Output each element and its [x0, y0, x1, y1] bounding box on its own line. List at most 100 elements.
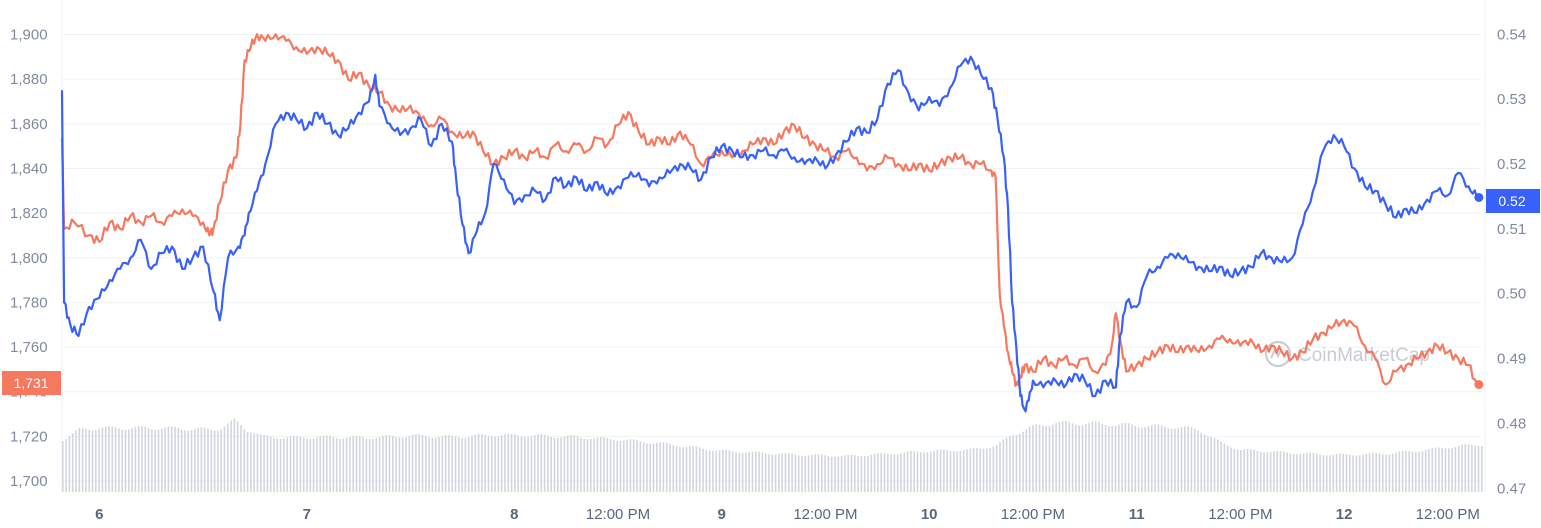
volume-bar	[1048, 425, 1051, 492]
volume-bar	[632, 439, 635, 492]
volume-bar	[1203, 434, 1206, 492]
volume-bar	[1454, 447, 1457, 492]
volume-bar	[1005, 437, 1008, 492]
volume-bar	[395, 436, 397, 492]
volume-bar	[692, 446, 694, 492]
volume-bar	[477, 434, 480, 492]
volume-bar	[1418, 451, 1420, 492]
volume-bar	[1184, 426, 1186, 492]
right-axis-tick-label: 0.52	[1497, 156, 1526, 173]
volume-bar	[679, 447, 681, 492]
volume-bar	[1164, 426, 1166, 492]
volume-bar	[923, 452, 925, 492]
volume-bar	[1451, 448, 1453, 492]
volume-bar	[263, 434, 265, 492]
volume-bar	[164, 427, 166, 492]
volume-bar	[312, 438, 315, 492]
volume-bar	[764, 453, 767, 492]
volume-bar	[85, 429, 87, 492]
volume-bar	[500, 435, 503, 492]
volume-bar	[1368, 453, 1371, 492]
volume-bar	[1266, 452, 1269, 492]
right-value-tag: 0.52	[1486, 189, 1540, 213]
watermark-text: CoinMarketCap	[1298, 345, 1430, 366]
volume-bar	[253, 433, 255, 492]
x-axis-tick-label: 9	[718, 506, 726, 523]
volume-bar	[728, 450, 731, 492]
watermark: CoinMarketCap	[1264, 340, 1430, 368]
volume-bar	[1137, 427, 1140, 492]
volume-bar	[306, 438, 308, 492]
volume-bar	[695, 446, 698, 492]
volume-bar	[870, 454, 873, 492]
volume-bar	[741, 453, 744, 492]
volume-bar	[665, 442, 668, 492]
volume-bar	[920, 452, 922, 492]
volume-bar	[1111, 426, 1113, 492]
volume-bar	[986, 448, 988, 492]
volume-bar	[807, 455, 810, 492]
volume-bar	[448, 435, 450, 492]
volume-bar	[1424, 450, 1427, 492]
volume-bar	[682, 447, 684, 492]
volume-bar	[547, 435, 549, 492]
volume-bar	[299, 436, 302, 492]
volume-bar	[1002, 439, 1005, 492]
volume-bar	[375, 438, 378, 492]
volume-bar	[75, 430, 77, 492]
volume-bar	[497, 436, 500, 492]
volume-bar	[616, 441, 618, 492]
volume-bar	[167, 426, 170, 492]
volume-bar	[1121, 423, 1123, 492]
volume-bar	[1286, 452, 1288, 492]
left-axis-tick-label: 1,880	[10, 71, 48, 88]
volume-bar	[1157, 424, 1160, 492]
volume-bar	[1362, 454, 1364, 492]
volume-bar	[880, 452, 882, 492]
volume-bar	[830, 456, 833, 492]
volume-bar	[1035, 424, 1038, 492]
volume-bar	[603, 437, 605, 492]
volume-bar	[735, 452, 737, 492]
volume-bar	[837, 456, 840, 492]
volume-bar	[1477, 446, 1480, 492]
x-axis-tick-label: 12:00 PM	[1001, 506, 1065, 523]
volume-bar	[1019, 433, 1021, 492]
volume-bar	[78, 428, 81, 492]
volume-bar	[1091, 421, 1094, 492]
volume-bar	[583, 438, 585, 492]
volume-bar	[1075, 424, 1077, 492]
volume-bar	[1236, 449, 1239, 492]
volume-bar	[227, 423, 229, 492]
volume-bar	[857, 455, 859, 492]
volume-bar	[471, 435, 473, 492]
volume-bar	[405, 437, 407, 492]
volume-bar	[1253, 449, 1255, 492]
volume-bar	[62, 441, 64, 492]
volume-bar	[322, 435, 325, 492]
volume-bar	[1299, 454, 1302, 492]
volume-bar	[1401, 450, 1404, 492]
volume-bar	[527, 437, 529, 492]
volume-bar	[378, 437, 381, 492]
volume-bar	[962, 450, 965, 492]
volume-bar	[1250, 449, 1252, 492]
volume-bar	[1352, 455, 1354, 492]
volume-bar	[101, 427, 104, 492]
volume-bar	[1309, 452, 1311, 492]
volume-bar	[566, 435, 569, 492]
volume-bar	[580, 437, 582, 492]
volume-bar	[659, 442, 661, 492]
volume-bar	[194, 428, 196, 492]
volume-bar	[979, 448, 981, 492]
chart-grid	[61, 0, 1486, 492]
volume-bar	[487, 435, 490, 492]
volume-bar	[342, 438, 345, 492]
right-value-tag-label: 0.52	[1498, 193, 1525, 209]
volume-bar	[537, 434, 539, 492]
volume-bar	[190, 430, 193, 492]
volume-bar	[1028, 426, 1031, 492]
volume-bar	[250, 432, 252, 492]
volume-bar	[431, 438, 434, 492]
